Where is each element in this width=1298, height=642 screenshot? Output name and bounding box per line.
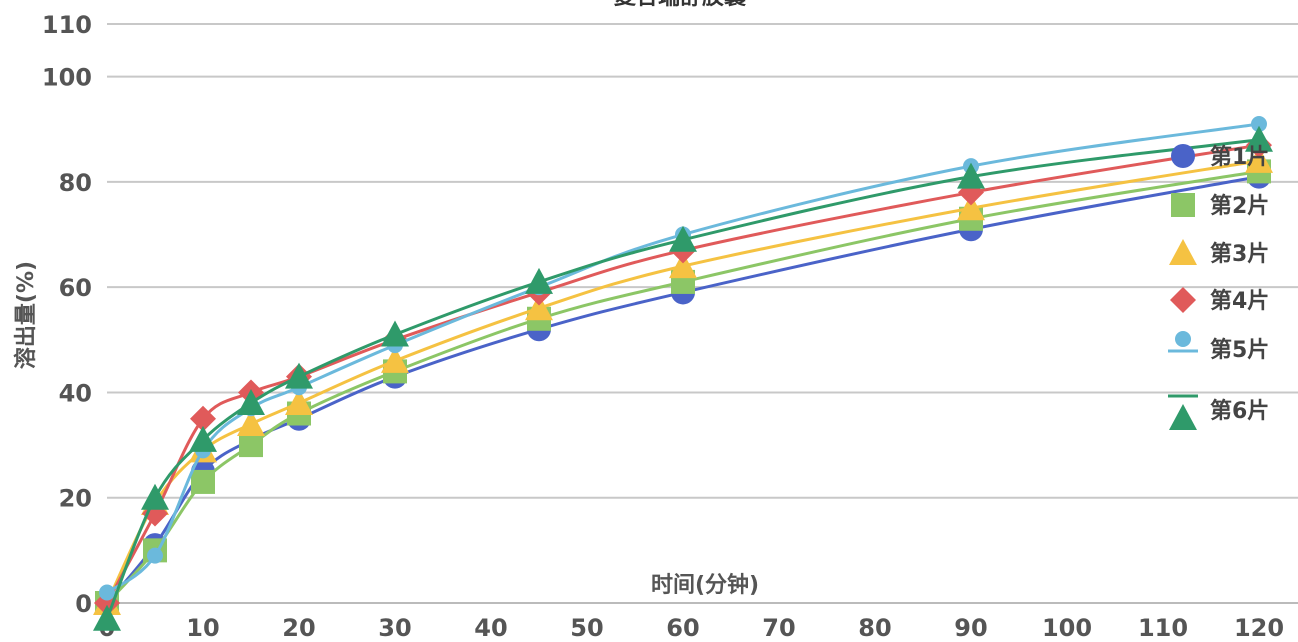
legend-marker	[1170, 287, 1196, 313]
x-tick-label: 120	[1234, 614, 1284, 642]
legend-label: 第1片	[1210, 144, 1269, 170]
data-point	[237, 410, 265, 437]
data-point	[147, 547, 163, 564]
legend-label: 第3片	[1210, 241, 1269, 267]
data-point	[189, 425, 217, 452]
legend-label: 第2片	[1210, 193, 1269, 219]
x-tick-label: 10	[186, 614, 219, 642]
data-point	[381, 346, 409, 373]
x-tick-label: 60	[666, 614, 699, 642]
series-layer	[93, 116, 1273, 631]
legend-marker	[1169, 239, 1197, 265]
x-tick-label: 30	[378, 614, 411, 642]
series-line	[105, 138, 1260, 620]
series-line	[105, 143, 1260, 604]
data-point	[191, 469, 215, 494]
legend-item-6: 第6片	[1168, 394, 1269, 430]
x-tick-label: 110	[1138, 614, 1188, 642]
data-point	[285, 362, 313, 389]
x-tick-label: 50	[570, 614, 603, 642]
data-point	[93, 604, 121, 631]
data-point	[237, 388, 265, 415]
x-tick-label: 70	[762, 614, 795, 642]
x-tick-label: 80	[858, 614, 891, 642]
legend-item-4: 第4片	[1170, 287, 1269, 314]
legend-label: 第4片	[1210, 288, 1269, 314]
data-point	[1251, 116, 1267, 133]
legend-item-1: 第1片	[1171, 144, 1269, 170]
y-tick-label: 80	[59, 169, 92, 197]
data-point	[669, 252, 697, 279]
data-point	[285, 388, 313, 415]
y-tick-label: 60	[59, 274, 92, 302]
y-tick-label: 20	[59, 485, 92, 513]
y-tick-label: 0	[75, 590, 92, 618]
legend-item-2: 第2片	[1171, 193, 1269, 219]
y-tick-label: 110	[42, 11, 92, 39]
data-point	[957, 194, 985, 221]
y-tick-label: 40	[59, 379, 92, 407]
x-tick-label: 100	[1042, 614, 1092, 642]
data-point	[957, 162, 985, 189]
data-point	[669, 225, 697, 252]
data-point	[239, 433, 263, 458]
legend-label: 第5片	[1210, 337, 1269, 363]
chart-title: 复合瑞舒胶囊	[613, 0, 746, 10]
x-tick-label: 90	[954, 614, 987, 642]
x-axis-title: 时间(分钟)	[651, 572, 759, 598]
x-tick-label: 20	[282, 614, 315, 642]
legend-marker	[1171, 144, 1195, 168]
x-tick-label: 40	[474, 614, 507, 642]
data-point	[1245, 125, 1273, 152]
data-point	[1245, 146, 1273, 173]
legend-item-3: 第3片	[1169, 239, 1269, 267]
series-6	[93, 125, 1273, 631]
data-point	[141, 483, 169, 510]
legend-marker	[1175, 331, 1191, 347]
y-axis-title: 溶出量(%)	[13, 261, 39, 369]
y-tick-label: 100	[42, 64, 92, 92]
data-point	[525, 267, 553, 294]
series-3	[93, 146, 1273, 615]
data-point	[190, 405, 216, 432]
y-axis-ticks: 0 20 40 60 80 100 110	[42, 11, 92, 618]
series-line	[106, 122, 1260, 594]
legend-marker	[1169, 404, 1197, 430]
legend-item-5: 第5片	[1168, 331, 1269, 363]
data-point	[381, 320, 409, 347]
data-point	[525, 294, 553, 321]
legend-label: 第6片	[1210, 398, 1269, 424]
legend-marker	[1171, 193, 1195, 217]
data-point	[99, 584, 115, 601]
